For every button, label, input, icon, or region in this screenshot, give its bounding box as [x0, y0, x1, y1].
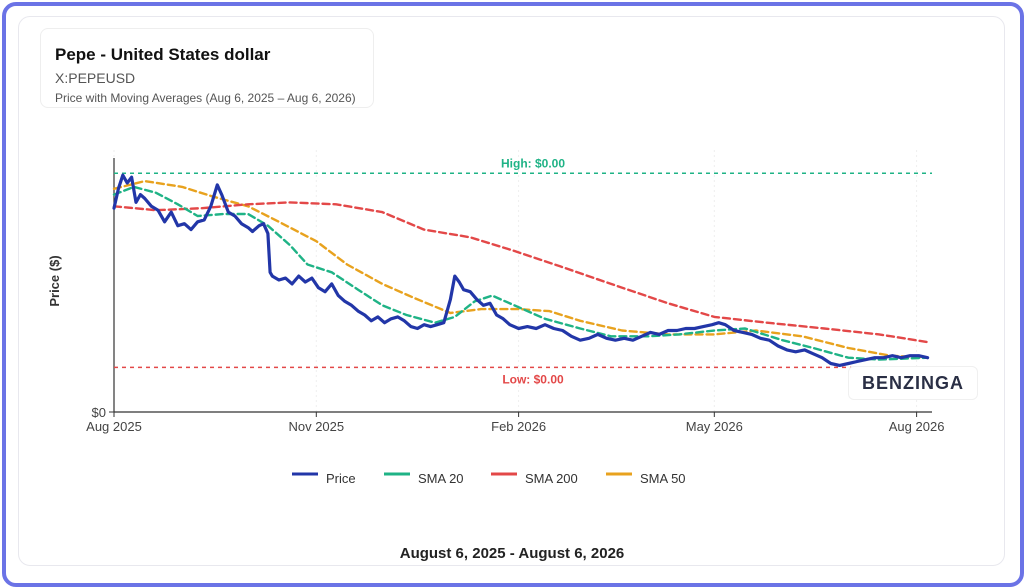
series-line-price	[112, 173, 930, 367]
legend-label: SMA 200	[525, 471, 578, 486]
legend: Price SMA 20 SMA 200 SMA 50	[292, 471, 686, 486]
series-line-sma-50	[112, 179, 929, 359]
x-tick-label: Aug 2026	[889, 419, 945, 434]
legend-label: SMA 50	[640, 471, 686, 486]
annotations: High: $0.00 Low: $0.00	[114, 156, 932, 386]
chart-title: Pepe - United States dollar	[55, 45, 271, 64]
chart-subtitle: Price with Moving Averages (Aug 6, 2025 …	[55, 91, 356, 105]
x-tick-label: Aug 2025	[86, 419, 142, 434]
axes: Aug 2025 Nov 2025 Feb 2026 May 2026 Aug 2026…	[47, 158, 944, 434]
legend-label: SMA 20	[418, 471, 464, 486]
benzinga-logo: BENZINGA	[848, 366, 978, 400]
ticker-symbol: X:PEPEUSD	[55, 70, 136, 86]
date-range-caption: August 6, 2025 - August 6, 2026	[399, 545, 625, 562]
y-axis-label: Price ($)	[47, 255, 62, 306]
chart-title-box: Pepe - United States dollar X:PEPEUSD Pr…	[40, 28, 374, 108]
low-label: Low: $0.00	[502, 372, 564, 386]
series-lines	[112, 173, 930, 367]
x-tick-label: Feb 2026	[491, 419, 546, 434]
legend-label: Price	[326, 471, 356, 486]
x-tick-label: May 2026	[686, 419, 743, 434]
y-tick-label: $0	[92, 405, 106, 420]
series-line-sma-20	[112, 185, 929, 361]
x-tick-label: Nov 2025	[288, 419, 344, 434]
high-label: High: $0.00	[501, 156, 565, 170]
series-line-sma-200	[112, 201, 929, 344]
